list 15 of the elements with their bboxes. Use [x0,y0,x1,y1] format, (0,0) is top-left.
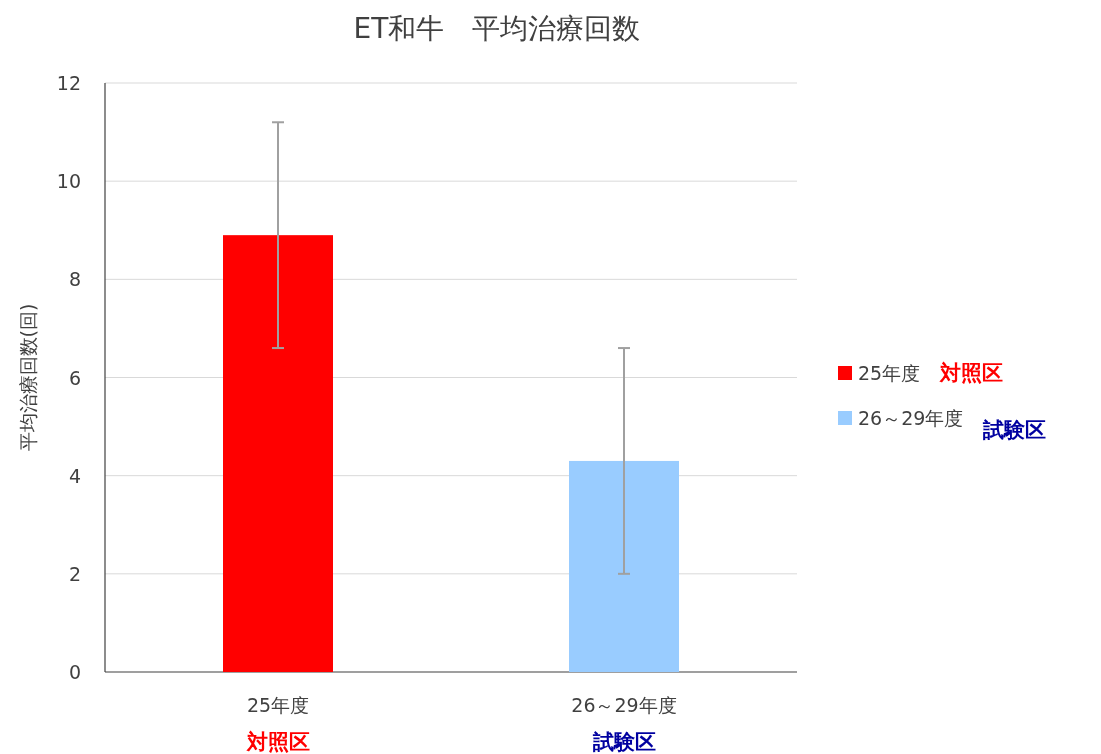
text: 対照区 [245,730,310,754]
y-tick-label: 4 [68,464,81,487]
y-tick-label: 10 [56,170,81,193]
legend-label: 26～29年度 [858,407,964,429]
chart-title: ET和牛 平均治療回数 [353,12,641,45]
text: 対照区 [940,361,1004,385]
legend-label: 25年度 [858,362,921,384]
y-tick-label: 0 [68,661,81,683]
y-tick-label: 12 [56,72,81,94]
y-tick-label: 2 [68,562,81,585]
text: 試験区 [983,418,1047,442]
text: 試験区 [591,730,656,754]
y-tick-label: 8 [68,268,81,291]
y-tick-label: 6 [68,366,81,389]
y-axis-title: 平均治療回数(回) [17,303,39,452]
